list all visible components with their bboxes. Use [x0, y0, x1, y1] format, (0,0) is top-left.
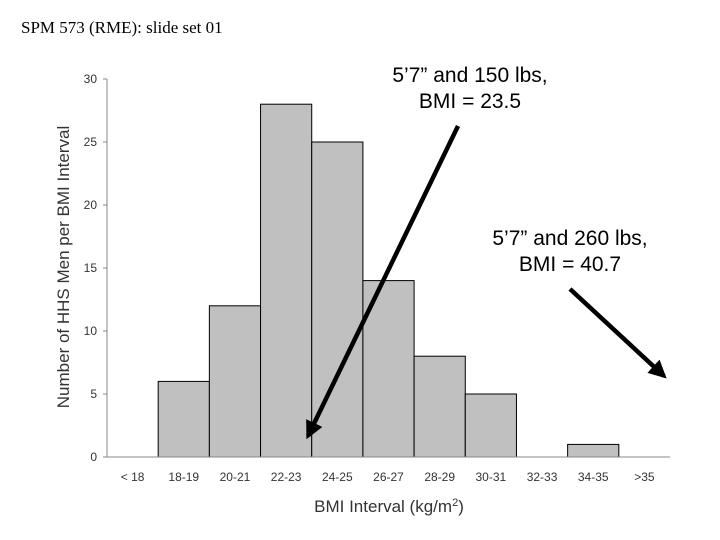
x-tick-label: 18-19 — [168, 470, 199, 484]
y-tick-label: 25 — [84, 135, 98, 149]
bar-3435 — [567, 443, 620, 458]
x-ticks-group: < 18 18-19 20-21 22-23 24-25 26-27 28-29 30-31 3… — [121, 470, 655, 484]
x-axis-label-suffix: ) — [458, 497, 464, 516]
bar-2829 — [413, 355, 466, 458]
bar-1819 — [157, 380, 210, 458]
y-tick-label: 20 — [84, 198, 98, 212]
annotation-line2: BMI = 40.7 — [518, 253, 622, 276]
annotation-bmi-23-5: 5’7” and 150 lbs, BMI = 23.5 — [370, 63, 570, 115]
x-tick-label: < 18 — [121, 470, 145, 484]
x-tick-label: >35 — [634, 470, 655, 484]
x-tick-label: 32-33 — [527, 470, 558, 484]
x-axis-label-superscript: 2 — [452, 497, 458, 509]
y-ticks-group: 0 5 10 15 20 25 30 — [84, 72, 107, 464]
arrow-bmi-23-5 — [305, 125, 461, 440]
x-tick-label: 28-29 — [424, 470, 455, 484]
bar-2627 — [362, 280, 415, 458]
x-tick-label: 26-27 — [373, 470, 404, 484]
x-tick-label: 34-35 — [578, 470, 609, 484]
annotation-line1: 5’7” and 150 lbs, — [392, 64, 548, 87]
x-tick-label: 30-31 — [476, 470, 507, 484]
x-tick-label: 22-23 — [271, 470, 302, 484]
y-tick-label: 10 — [84, 324, 98, 338]
bar-2021 — [208, 305, 262, 458]
x-axis-label-main: BMI Interval (kg/m — [314, 497, 452, 516]
annotation-line2: BMI = 23.5 — [418, 90, 522, 113]
x-tick-label: 20-21 — [220, 470, 251, 484]
arrow-bmi-40-7 — [568, 287, 667, 379]
y-tick-label: 30 — [84, 72, 98, 86]
slide-header: SPM 573 (RME): slide set 01 — [21, 18, 223, 37]
bars-group — [157, 103, 620, 458]
y-tick-label: 0 — [90, 450, 97, 464]
bar-3031 — [464, 393, 517, 458]
y-axis-label: Number of HHS Men per BMI Interval — [54, 126, 73, 408]
bar-2223 — [260, 103, 313, 458]
y-tick-label: 5 — [90, 387, 97, 401]
annotation-bmi-40-7: 5’7” and 260 lbs, BMI = 40.7 — [470, 226, 670, 278]
x-axis-label: BMI Interval (kg/m2) — [314, 497, 464, 516]
y-tick-label: 15 — [84, 261, 98, 275]
x-tick-label: 24-25 — [322, 470, 353, 484]
annotation-line1: 5’7” and 260 lbs, — [492, 227, 648, 250]
